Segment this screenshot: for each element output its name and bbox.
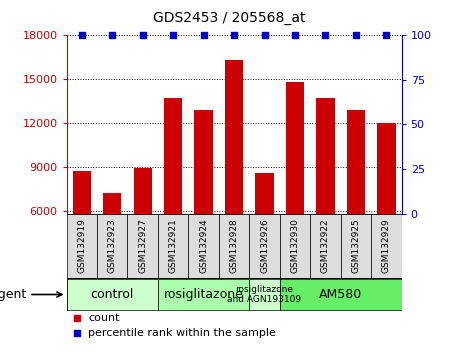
Bar (73, 171, 91, 298)
Text: control: control (90, 288, 134, 301)
Bar (188, 213, 219, 278)
Bar (280, 213, 310, 278)
Text: GSM132925: GSM132925 (352, 218, 360, 273)
Bar (97, 213, 128, 278)
Bar (310, 213, 341, 278)
Text: GSM132928: GSM132928 (230, 218, 239, 273)
Text: GSM132926: GSM132926 (260, 218, 269, 273)
Point (109, 33, 116, 38)
Bar (195, 110, 213, 298)
Point (139, 33, 146, 38)
Text: GSM132927: GSM132927 (138, 218, 147, 273)
Text: rosiglitazone
and AGN193109: rosiglitazone and AGN193109 (228, 285, 302, 304)
Bar (158, 213, 188, 278)
Point (322, 33, 329, 38)
Text: agent: agent (0, 288, 62, 301)
Text: GSM132919: GSM132919 (77, 218, 86, 273)
Bar (371, 213, 402, 278)
Point (200, 33, 207, 38)
Point (169, 33, 177, 38)
Bar (286, 82, 304, 298)
Bar (249, 213, 280, 278)
Bar (134, 168, 152, 298)
Bar (225, 60, 243, 298)
Bar (255, 173, 274, 298)
Bar (219, 213, 249, 278)
Text: count: count (88, 313, 120, 323)
Bar (128, 213, 158, 278)
Bar (341, 213, 371, 278)
Text: GDS2453 / 205568_at: GDS2453 / 205568_at (153, 11, 306, 25)
Text: GSM132924: GSM132924 (199, 219, 208, 273)
Point (291, 33, 299, 38)
Point (383, 33, 390, 38)
Text: GSM132921: GSM132921 (168, 218, 178, 273)
Text: rosiglitazone: rosiglitazone (164, 288, 244, 301)
Point (352, 33, 359, 38)
Bar (249, 279, 280, 310)
Bar (158, 279, 249, 310)
Text: AM580: AM580 (319, 288, 362, 301)
Bar (347, 110, 365, 298)
Text: GSM132922: GSM132922 (321, 219, 330, 273)
Bar (280, 279, 402, 310)
Text: GSM132930: GSM132930 (291, 218, 300, 273)
Text: GSM132923: GSM132923 (108, 218, 117, 273)
Point (230, 33, 238, 38)
Bar (67, 279, 158, 310)
Point (78, 33, 85, 38)
Bar (377, 123, 396, 298)
Point (261, 33, 268, 38)
Text: percentile rank within the sample: percentile rank within the sample (88, 327, 276, 338)
Text: GSM132929: GSM132929 (382, 218, 391, 273)
Bar (103, 193, 121, 298)
Bar (316, 98, 335, 298)
Bar (164, 98, 182, 298)
Bar (67, 213, 97, 278)
